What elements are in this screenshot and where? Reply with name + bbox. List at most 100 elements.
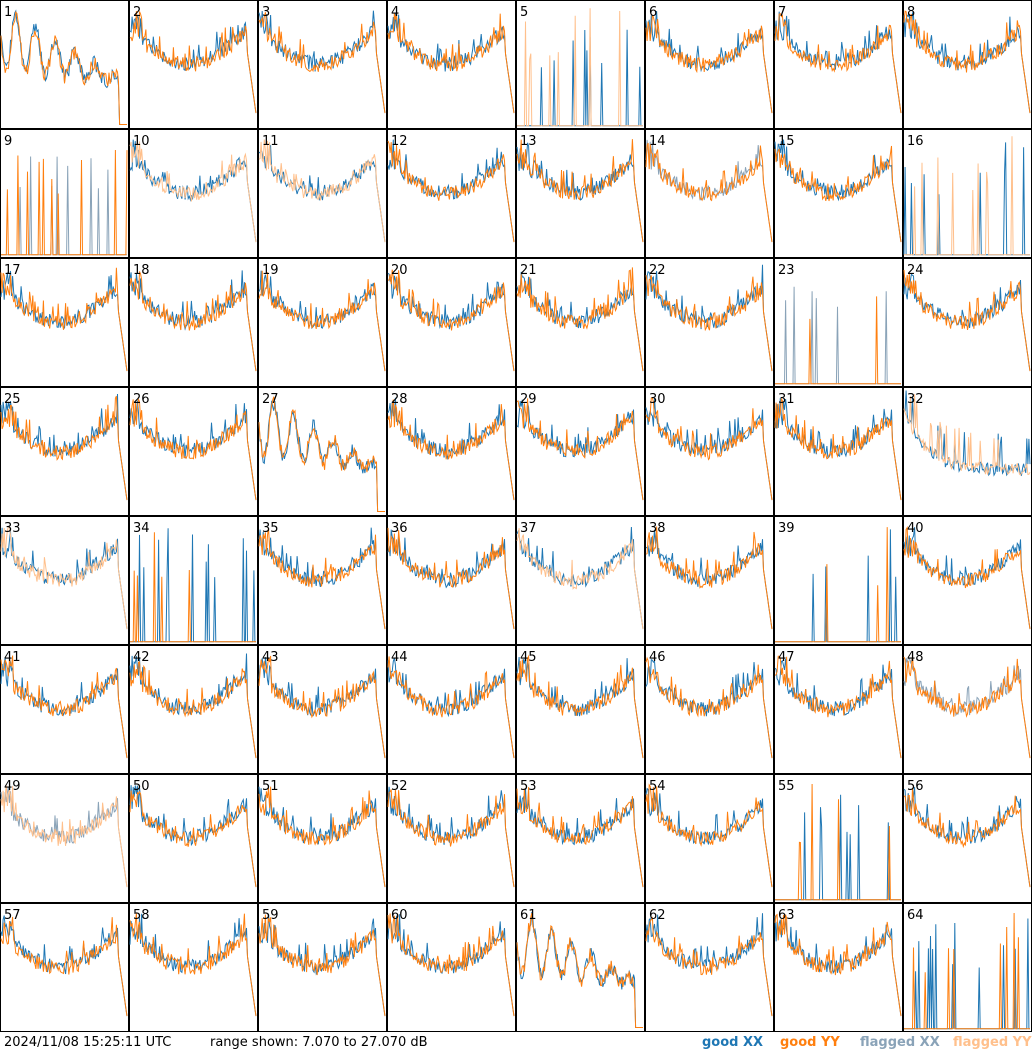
series-yy-good	[775, 783, 901, 901]
series-yy-good	[645, 275, 773, 372]
panel-54: 54	[645, 774, 774, 903]
series-xx-good	[129, 400, 257, 501]
series-yy-good	[774, 397, 902, 501]
panel-number: 39	[778, 521, 795, 536]
series-yy-good	[258, 396, 385, 512]
panel-36: 36	[387, 516, 516, 645]
panel-38: 38	[645, 516, 774, 645]
panel-frame	[387, 129, 516, 258]
panel-frame	[645, 645, 774, 774]
panel-6: 6	[645, 0, 774, 129]
panel-number: 5	[520, 5, 528, 20]
series-yy-good	[775, 527, 901, 643]
series-yy-good	[0, 655, 128, 759]
series-yy-flagged	[517, 8, 643, 127]
series-yy-good	[387, 527, 515, 630]
panel-24: 24	[903, 258, 1032, 387]
panel-number: 56	[907, 779, 924, 794]
series-xx-good	[258, 656, 386, 759]
panel-number: 50	[133, 779, 150, 794]
series-xx-good	[0, 657, 128, 759]
panel-56: 56	[903, 774, 1032, 903]
panel-frame	[645, 774, 774, 903]
panel-49: 49	[0, 774, 129, 903]
series-yy-good	[775, 296, 901, 385]
series-xx-good	[645, 913, 773, 1017]
panel-30: 30	[645, 387, 774, 516]
series-yy-good	[129, 913, 257, 1017]
panel-frame	[129, 516, 258, 645]
series-xx-good	[903, 787, 1031, 888]
panel-number: 64	[907, 908, 924, 923]
panel-number: 19	[262, 263, 279, 278]
series-yy-good	[774, 913, 902, 1017]
panel-43: 43	[258, 645, 387, 774]
series-yy-good	[129, 660, 257, 759]
panel-34: 34	[129, 516, 258, 645]
panel-number: 8	[907, 5, 915, 20]
series-yy-good	[387, 913, 515, 1017]
panel-39: 39	[774, 516, 903, 645]
panel-number: 11	[262, 134, 279, 149]
panel-number: 16	[907, 134, 924, 149]
panel-number: 25	[4, 392, 21, 407]
series-yy-good	[258, 12, 386, 114]
series-xx-good	[774, 915, 902, 1017]
panel-number: 9	[4, 134, 12, 149]
panel-frame	[129, 903, 258, 1032]
panel-32: 32	[903, 387, 1032, 516]
panel-frame	[516, 903, 645, 1032]
panel-number: 55	[778, 779, 795, 794]
panel-number: 41	[4, 650, 21, 665]
panel-number: 23	[778, 263, 795, 278]
panel-number: 38	[649, 521, 666, 536]
series-xx-good	[516, 656, 644, 759]
series-yy-good	[645, 526, 773, 630]
panel-number: 47	[778, 650, 795, 665]
series-yy-good	[1, 149, 128, 256]
panel-number: 44	[391, 650, 408, 665]
panel-frame	[516, 0, 645, 129]
panel-number: 28	[391, 392, 408, 407]
panel-53: 53	[516, 774, 645, 903]
panel-45: 45	[516, 645, 645, 774]
panel-52: 52	[387, 774, 516, 903]
panel-number: 49	[4, 779, 21, 794]
series-xx-good	[774, 658, 902, 759]
panel-13: 13	[516, 129, 645, 258]
series-yy-good	[0, 11, 127, 125]
panel-number: 2	[133, 5, 141, 20]
panel-frame	[129, 774, 258, 903]
series-yy-good	[645, 783, 773, 888]
panel-64: 64	[903, 903, 1032, 1032]
panel-5: 5	[516, 0, 645, 129]
series-yy-good	[516, 787, 644, 888]
panel-16: 16	[903, 129, 1032, 258]
series-yy-good	[129, 271, 257, 372]
panel-frame	[129, 0, 258, 129]
panel-63: 63	[774, 903, 903, 1032]
panel-21: 21	[516, 258, 645, 387]
panel-frame	[903, 387, 1032, 516]
panel-number: 59	[262, 908, 279, 923]
series-yy-flagged	[129, 140, 257, 243]
panel-number: 52	[391, 779, 408, 794]
panel-48: 48	[903, 645, 1032, 774]
series-yy-good	[516, 654, 644, 759]
series-yy-good	[645, 142, 773, 243]
panel-46: 46	[645, 645, 774, 774]
series-xx-good	[129, 139, 257, 243]
series-yy-good	[258, 655, 386, 759]
series-xx-good	[129, 653, 257, 759]
panel-number: 62	[649, 908, 666, 923]
panel-frame	[258, 258, 387, 387]
series-xx-good	[645, 658, 773, 759]
panel-number: 37	[520, 521, 537, 536]
panel-frame	[129, 258, 258, 387]
panel-number: 48	[907, 650, 924, 665]
series-yy-good	[258, 270, 386, 372]
panel-62: 62	[645, 903, 774, 1032]
panel-26: 26	[129, 387, 258, 516]
panel-10: 10	[129, 129, 258, 258]
